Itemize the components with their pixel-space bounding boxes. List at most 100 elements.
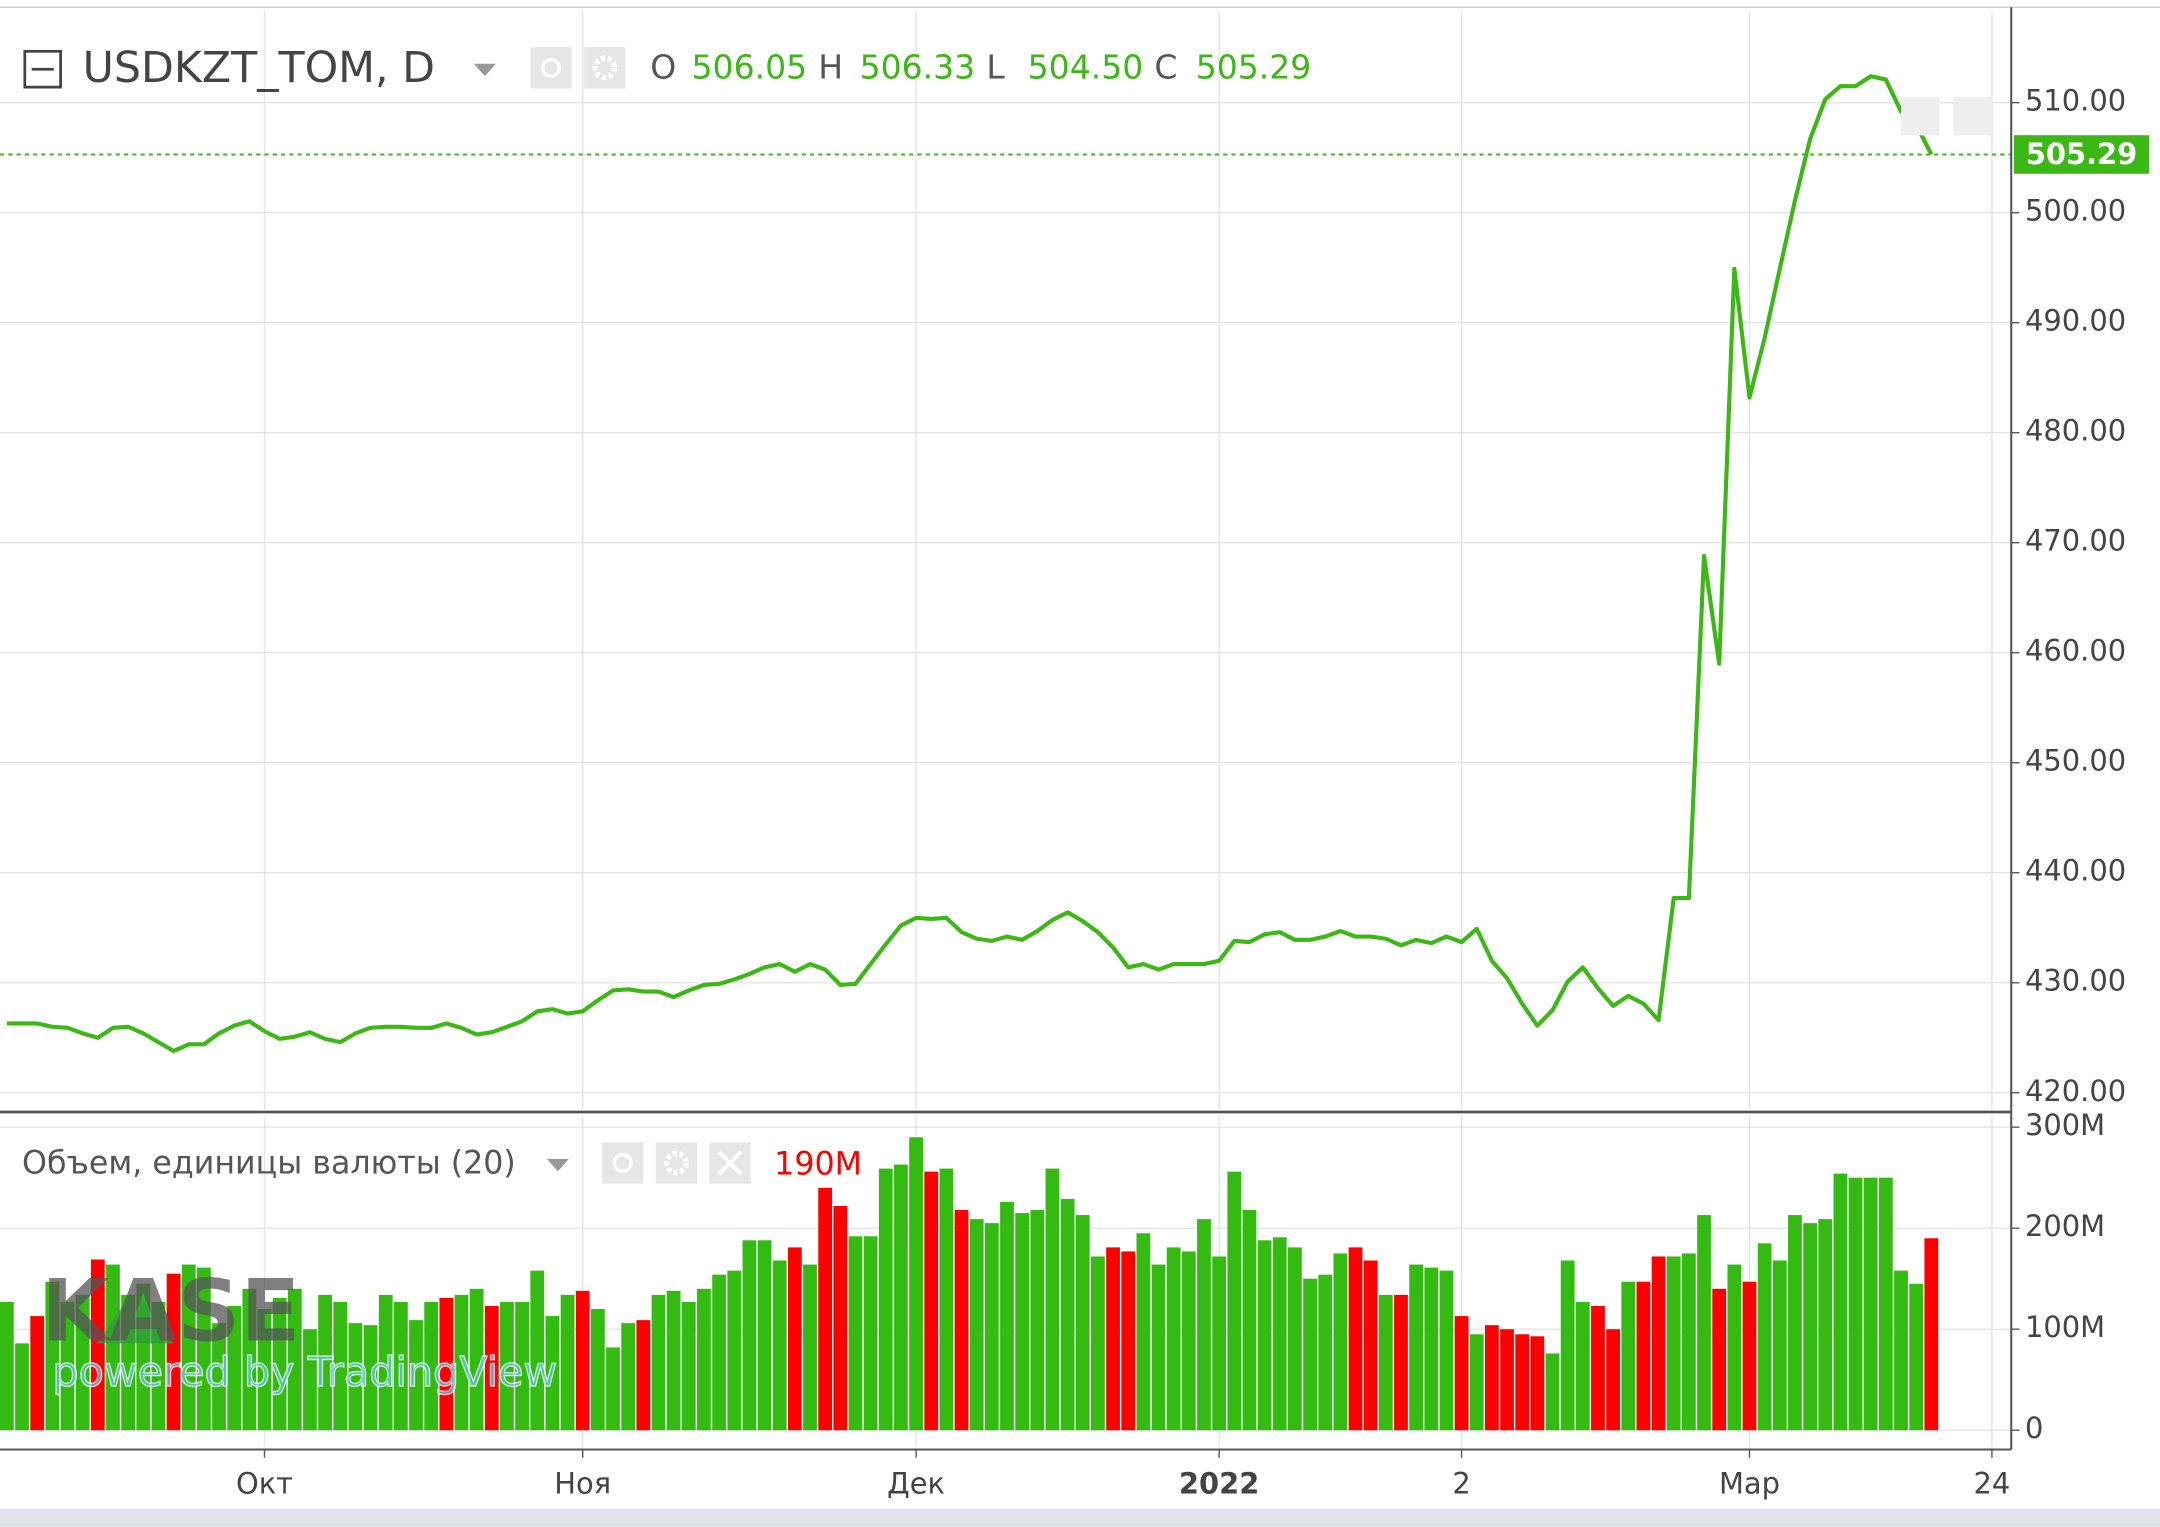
- volume-bar: [1894, 1270, 1908, 1431]
- volume-bar: [287, 1288, 302, 1431]
- volume-bar: [666, 1290, 681, 1431]
- watermark-tagline: powered by TradingView: [52, 1348, 557, 1396]
- volume-bar: [1666, 1256, 1681, 1431]
- volume-bar: [257, 1309, 272, 1431]
- volume-bar: [1394, 1294, 1408, 1431]
- volume-bar: [1697, 1215, 1711, 1431]
- volume-bar: [515, 1301, 529, 1431]
- volume-bar: [1863, 1177, 1878, 1431]
- volume-bar: [378, 1294, 393, 1431]
- volume-bar: [1591, 1305, 1605, 1431]
- volume-bar: [984, 1223, 999, 1431]
- volume-bar: [803, 1264, 817, 1431]
- volume-bar: [1121, 1251, 1136, 1431]
- volume-bar: [1409, 1264, 1424, 1431]
- x-tick-label: Мар: [1719, 1466, 1780, 1500]
- volume-bar: [1515, 1334, 1530, 1431]
- x-tick-label: 24: [1974, 1466, 2011, 1500]
- eye-icon: [612, 1153, 633, 1173]
- volume-bar: [621, 1323, 636, 1431]
- scale-button[interactable]: [1953, 96, 1992, 136]
- volume-bar: [1166, 1247, 1181, 1431]
- volume-bar: [924, 1171, 939, 1431]
- volume-bar: [863, 1236, 878, 1431]
- volume-bar: [227, 1305, 242, 1431]
- symbol-dropdown[interactable]: [473, 63, 496, 77]
- volume-bar: [1348, 1247, 1363, 1431]
- volume-bar: [454, 1294, 469, 1431]
- y-tick-label: 470.00: [2025, 524, 2126, 558]
- volume-bar: [1378, 1294, 1393, 1431]
- volume-title: Объем, единицы валюты (20): [22, 1145, 516, 1181]
- volume-bar: [1000, 1201, 1014, 1431]
- volume-bar: [1651, 1256, 1666, 1431]
- volume-bar: [894, 1164, 908, 1431]
- volume-bar: [969, 1219, 984, 1431]
- volume-bar: [742, 1240, 757, 1431]
- volume-bar: [439, 1297, 454, 1431]
- y-tick-label: 490.00: [2025, 304, 2126, 338]
- volume-bar: [1469, 1334, 1484, 1431]
- volume-bar: [1439, 1270, 1454, 1431]
- volume-bar: [545, 1316, 560, 1431]
- volume-bar: [1803, 1223, 1817, 1431]
- volume-bar: [727, 1270, 742, 1431]
- settings-button[interactable]: [584, 47, 626, 89]
- volume-bar: [1727, 1264, 1742, 1431]
- volume-bar: [303, 1329, 317, 1431]
- ohlc-name: O: [650, 48, 676, 87]
- volume-bar: [878, 1168, 893, 1431]
- volume-bar: [1848, 1177, 1863, 1431]
- eye-button[interactable]: [530, 47, 572, 89]
- collapse-button[interactable]: [23, 49, 62, 89]
- volume-bar: [393, 1301, 408, 1431]
- volume-bar: [1272, 1237, 1287, 1431]
- ohlc-value: 505.29: [1196, 48, 1312, 87]
- volume-bar: [1288, 1247, 1302, 1431]
- volume-bar: [242, 1288, 257, 1431]
- y-tick-label: 510.00: [2025, 84, 2126, 118]
- volume-bar: [500, 1301, 514, 1431]
- volume-bar: [651, 1294, 666, 1431]
- volume-bar: [787, 1247, 802, 1431]
- volume-bar: [1909, 1283, 1924, 1431]
- y-tick-label: 0: [2025, 1411, 2043, 1445]
- watermark: KASE powered by TradingView: [41, 1263, 558, 1397]
- volume-bar: [1242, 1210, 1257, 1431]
- y-tick-label: 100M: [2025, 1310, 2105, 1344]
- volume-bar: [196, 1267, 211, 1431]
- volume-bar: [954, 1210, 969, 1431]
- y-tick-label: 480.00: [2025, 414, 2126, 448]
- y-tick-label: 430.00: [2025, 964, 2126, 998]
- x-tick-label: 2022: [1179, 1466, 1259, 1500]
- volume-bar: [530, 1270, 545, 1431]
- volume-bar: [909, 1137, 923, 1431]
- volume-bar: [1560, 1260, 1575, 1431]
- volume-legend-value: 190M: [774, 1147, 862, 1183]
- volume-bar: [0, 1301, 14, 1431]
- volume-bar: [1075, 1215, 1090, 1431]
- volume-bar: [1788, 1215, 1802, 1431]
- volume-bar: [1606, 1329, 1620, 1431]
- volume-eye-button[interactable]: [601, 1142, 644, 1184]
- volume-bar: [818, 1187, 833, 1431]
- logo-triangle: [96, 1288, 174, 1344]
- volume-bar: [1818, 1219, 1833, 1431]
- volume-bar: [1227, 1171, 1242, 1431]
- volume-bar: [75, 1294, 90, 1431]
- ohlc-legend: O 506.05 H 506.33 L 504.50 C 505.29: [650, 48, 1311, 87]
- volume-bar: [1091, 1256, 1105, 1431]
- volume-bar: [1530, 1336, 1545, 1431]
- volume-bar: [1197, 1219, 1211, 1431]
- volume-dropdown[interactable]: [546, 1158, 569, 1172]
- volume-bar: [1757, 1243, 1772, 1431]
- symbol-title: USDKZT_TOM, D: [83, 43, 435, 93]
- volume-settings-button[interactable]: [655, 1142, 698, 1184]
- remove-icon: [717, 1150, 743, 1176]
- last-price-label: 505.29: [2026, 137, 2138, 171]
- ohlc-value: 506.33: [860, 48, 976, 87]
- scale-button[interactable]: [1901, 96, 1940, 136]
- volume-bar: [939, 1168, 954, 1431]
- volume-bar: [1712, 1288, 1727, 1431]
- marks-layer: 505.29: [0, 74, 2149, 1431]
